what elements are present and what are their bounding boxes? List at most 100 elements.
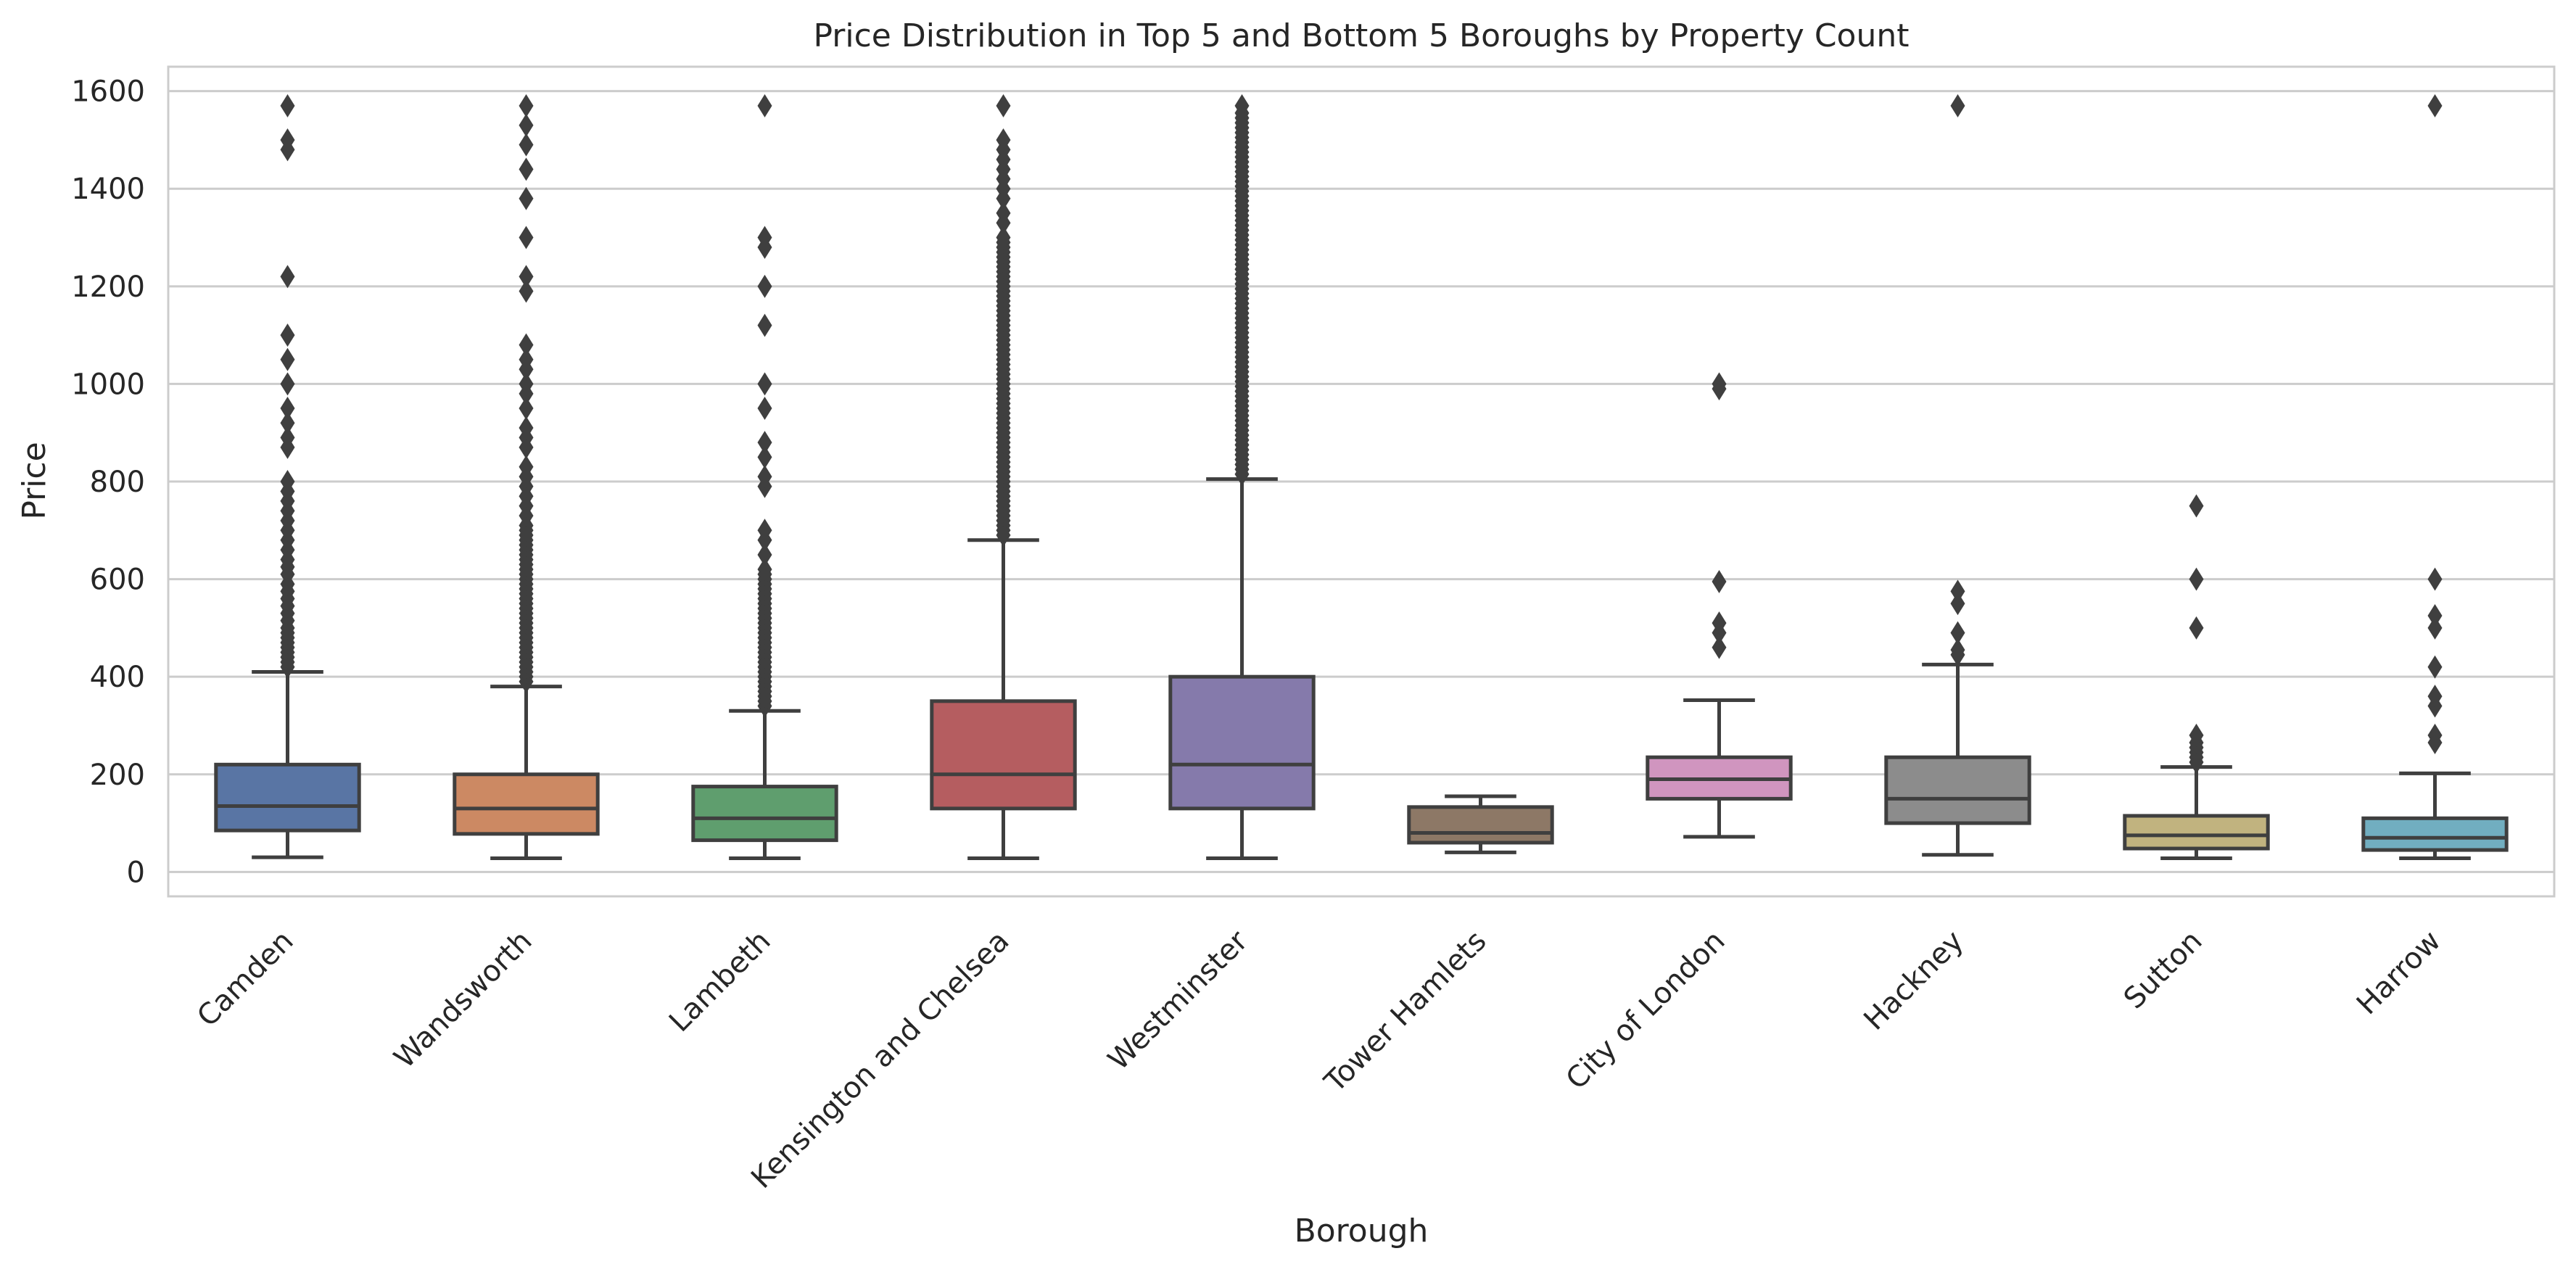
outlier-point [2427, 685, 2443, 709]
outlier-point [1950, 592, 1965, 616]
box [691, 785, 838, 843]
outlier-point [519, 157, 534, 181]
box-group [453, 94, 600, 861]
outlier-point [1712, 611, 1727, 635]
outlier-point [2427, 655, 2443, 679]
box-group [1884, 94, 2031, 857]
x-tick-label: Kensington and Chelsea [745, 925, 1015, 1195]
y-axis-ticks: 0 200 400 600 800 1000 1200 1400 1600 [71, 75, 145, 890]
outlier-point [519, 133, 534, 157]
outlier-point [280, 470, 295, 493]
outlier-point [280, 411, 295, 435]
outlier-point [280, 128, 295, 152]
outlier-point [519, 397, 534, 421]
box-group [691, 94, 838, 861]
outlier-point [757, 445, 772, 469]
outlier-point [757, 397, 772, 421]
outlier-point [519, 279, 534, 303]
y-tick-label: 0 [127, 856, 145, 889]
outlier-point [1950, 638, 1965, 662]
x-tick-label: Wandsworth [388, 925, 539, 1075]
outlier-point [757, 94, 772, 117]
x-tick-label: Lambeth [663, 925, 777, 1039]
box [453, 772, 600, 836]
x-tick-label: Hackney [1857, 925, 1970, 1037]
outlier-point [1950, 621, 1965, 645]
x-tick-label: Sutton [2118, 925, 2209, 1016]
outlier-point [996, 201, 1011, 225]
x-tick-label: Westminster [1102, 924, 1255, 1077]
y-tick-label: 1000 [71, 368, 145, 401]
box [1407, 805, 1554, 845]
outlier-point [519, 113, 534, 137]
x-tick-label: Camden [191, 925, 300, 1033]
box [2361, 816, 2509, 852]
outlier-point [1234, 94, 1250, 117]
box-group [214, 94, 361, 859]
outlier-point [2189, 616, 2204, 640]
box [1168, 674, 1316, 811]
outlier-point [757, 313, 772, 337]
y-axis-label: Price [16, 442, 53, 519]
outlier-point [996, 128, 1011, 152]
outlier-point [1950, 94, 1965, 117]
outlier-point [757, 465, 772, 489]
outlier-point [280, 265, 295, 289]
box-group [1646, 372, 1793, 839]
box-group [2361, 94, 2509, 861]
box-group [930, 94, 1077, 861]
outlier-point [2427, 94, 2443, 117]
box-group [2123, 494, 2270, 861]
outlier-point [519, 186, 534, 210]
y-tick-label: 1200 [71, 270, 145, 304]
outlier-point [2189, 494, 2204, 518]
x-tick-label: Tower Hamlets [1318, 925, 1493, 1099]
outlier-point [996, 226, 1011, 249]
outlier-point [2427, 616, 2443, 640]
outlier-point [280, 94, 295, 117]
y-tick-label: 600 [90, 563, 145, 597]
outlier-point [2189, 567, 2204, 591]
outlier-point [519, 265, 534, 289]
box [1884, 755, 2031, 825]
outlier-point [757, 226, 772, 249]
box-group [1168, 94, 1316, 861]
outlier-point [2427, 567, 2443, 591]
box-group [1407, 794, 1554, 854]
box [214, 762, 361, 833]
outlier-point [1950, 579, 1965, 603]
box [2123, 814, 2270, 851]
outlier-point [757, 519, 772, 542]
outlier-point [519, 94, 534, 117]
chart-title: Price Distribution in Top 5 and Bottom 5… [814, 17, 1910, 54]
outlier-point [757, 431, 772, 455]
outlier-point [757, 274, 772, 298]
outlier-point [280, 323, 295, 347]
outlier-point [280, 347, 295, 371]
outlier-point [519, 416, 534, 439]
box-plots [214, 94, 2509, 861]
outlier-point [519, 347, 534, 371]
outlier-point [2189, 723, 2204, 747]
outlier-point [996, 94, 1011, 117]
y-tick-label: 200 [90, 759, 145, 792]
box [930, 699, 1077, 811]
outlier-point [519, 333, 534, 357]
outlier-point [757, 542, 772, 566]
outlier-point [2427, 723, 2443, 747]
y-tick-label: 800 [90, 466, 145, 499]
outlier-point [757, 372, 772, 396]
outlier-point [1712, 372, 1727, 396]
plot-frame [167, 65, 2556, 898]
x-tick-label: Harrow [2350, 925, 2448, 1022]
y-tick-label: 1600 [71, 75, 145, 109]
outlier-point [280, 426, 295, 450]
x-axis-label: Borough [1295, 1213, 1429, 1250]
outlier-point [280, 397, 295, 421]
outlier-point [1712, 635, 1727, 659]
outlier-point [757, 558, 772, 582]
outlier-point [280, 372, 295, 396]
outlier-point [519, 455, 534, 479]
